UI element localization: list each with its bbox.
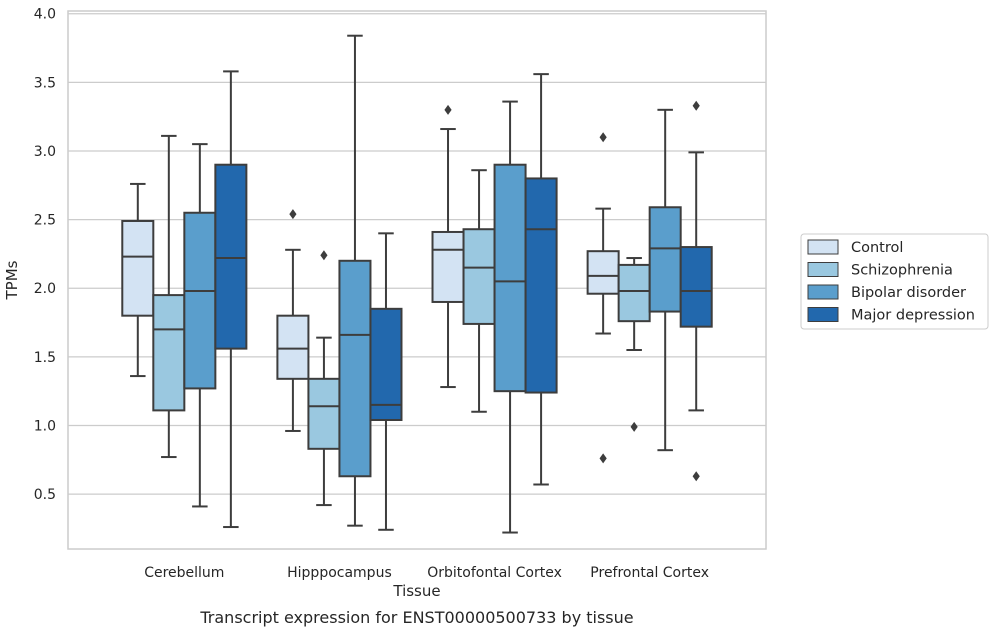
legend-label: Schizophrenia <box>851 263 953 279</box>
outlier-point <box>320 250 328 261</box>
legend-swatch <box>807 262 839 277</box>
box-group <box>183 143 217 508</box>
y-tick-label: 2.5 <box>34 213 56 229</box>
box-iqr <box>152 294 186 412</box>
legend-label: Major depression <box>851 308 975 324</box>
boxes <box>121 34 713 534</box>
x-tick-label: Prefrontal Cortex <box>590 565 709 581</box>
box-group <box>431 104 465 389</box>
legend-frame <box>800 233 989 330</box>
box-iqr <box>586 250 620 295</box>
outlier-point <box>599 132 607 143</box>
x-tick-label: Hipppocampus <box>287 565 392 581</box>
box-group <box>152 134 186 459</box>
box-group <box>586 132 620 464</box>
y-axis-label: TPMs <box>3 260 21 300</box>
y-tick-label: 1.5 <box>34 350 56 366</box>
box-iqr <box>307 377 341 450</box>
box-iqr <box>276 314 310 380</box>
box-group <box>617 257 651 432</box>
box-iqr <box>462 228 496 325</box>
x-tick-label: Cerebellum <box>144 565 224 581</box>
box-group <box>307 250 341 507</box>
box-iqr <box>121 219 155 317</box>
x-axis-label: Tissue <box>392 582 440 600</box>
legend: Control Schizophrenia Bipolar disorder Majo… <box>800 233 989 330</box>
box-iqr <box>648 206 682 313</box>
legend-swatch <box>807 284 839 300</box>
box-iqr <box>369 307 403 421</box>
box-iqr <box>431 230 465 303</box>
box-group <box>276 209 310 432</box>
box-iqr <box>679 246 713 328</box>
box-iqr <box>524 177 558 394</box>
legend-label: Control <box>851 240 903 256</box>
outlier-point <box>692 471 700 482</box>
box-group <box>524 73 558 486</box>
box-group <box>679 100 713 482</box>
box-iqr <box>214 163 248 350</box>
y-tick-label: 1.0 <box>34 418 56 434</box>
y-tick-label: 3.5 <box>34 75 56 91</box>
box-group <box>214 70 248 529</box>
legend-swatch <box>807 239 839 255</box>
y-tick-label: 2.0 <box>34 281 56 297</box>
outlier-point <box>444 104 452 115</box>
x-axis-ticks: Cerebellum Hipppocampus Orbitofontal Corte… <box>144 565 709 581</box>
outlier-point <box>599 453 607 464</box>
outlier-point <box>630 421 638 432</box>
box-iqr <box>617 263 651 323</box>
legend-swatch <box>807 307 839 322</box>
box-group <box>338 34 372 527</box>
box-group <box>648 108 682 452</box>
box-iqr <box>338 259 372 478</box>
box-group <box>462 169 496 413</box>
y-tick-label: 0.5 <box>34 487 56 503</box>
box-iqr <box>493 163 527 393</box>
box-group <box>369 232 403 531</box>
legend-label: Bipolar disorder <box>851 285 966 301</box>
plot-area-frame <box>67 10 767 550</box>
y-tick-label: 4.0 <box>34 7 56 23</box>
box-group <box>493 100 527 534</box>
chart-caption: Transcript expression for ENST0000050073… <box>199 608 633 627</box>
y-axis-ticks: 0.5 1.0 1.5 2.0 2.5 3.0 3.5 4.0 <box>34 7 56 503</box>
x-tick-label: Orbitofontal Cortex <box>427 565 562 581</box>
y-tick-label: 3.0 <box>34 144 56 160</box>
outlier-point <box>289 209 297 220</box>
box-group <box>121 182 155 378</box>
box-iqr <box>183 211 217 390</box>
outlier-point <box>692 100 700 111</box>
